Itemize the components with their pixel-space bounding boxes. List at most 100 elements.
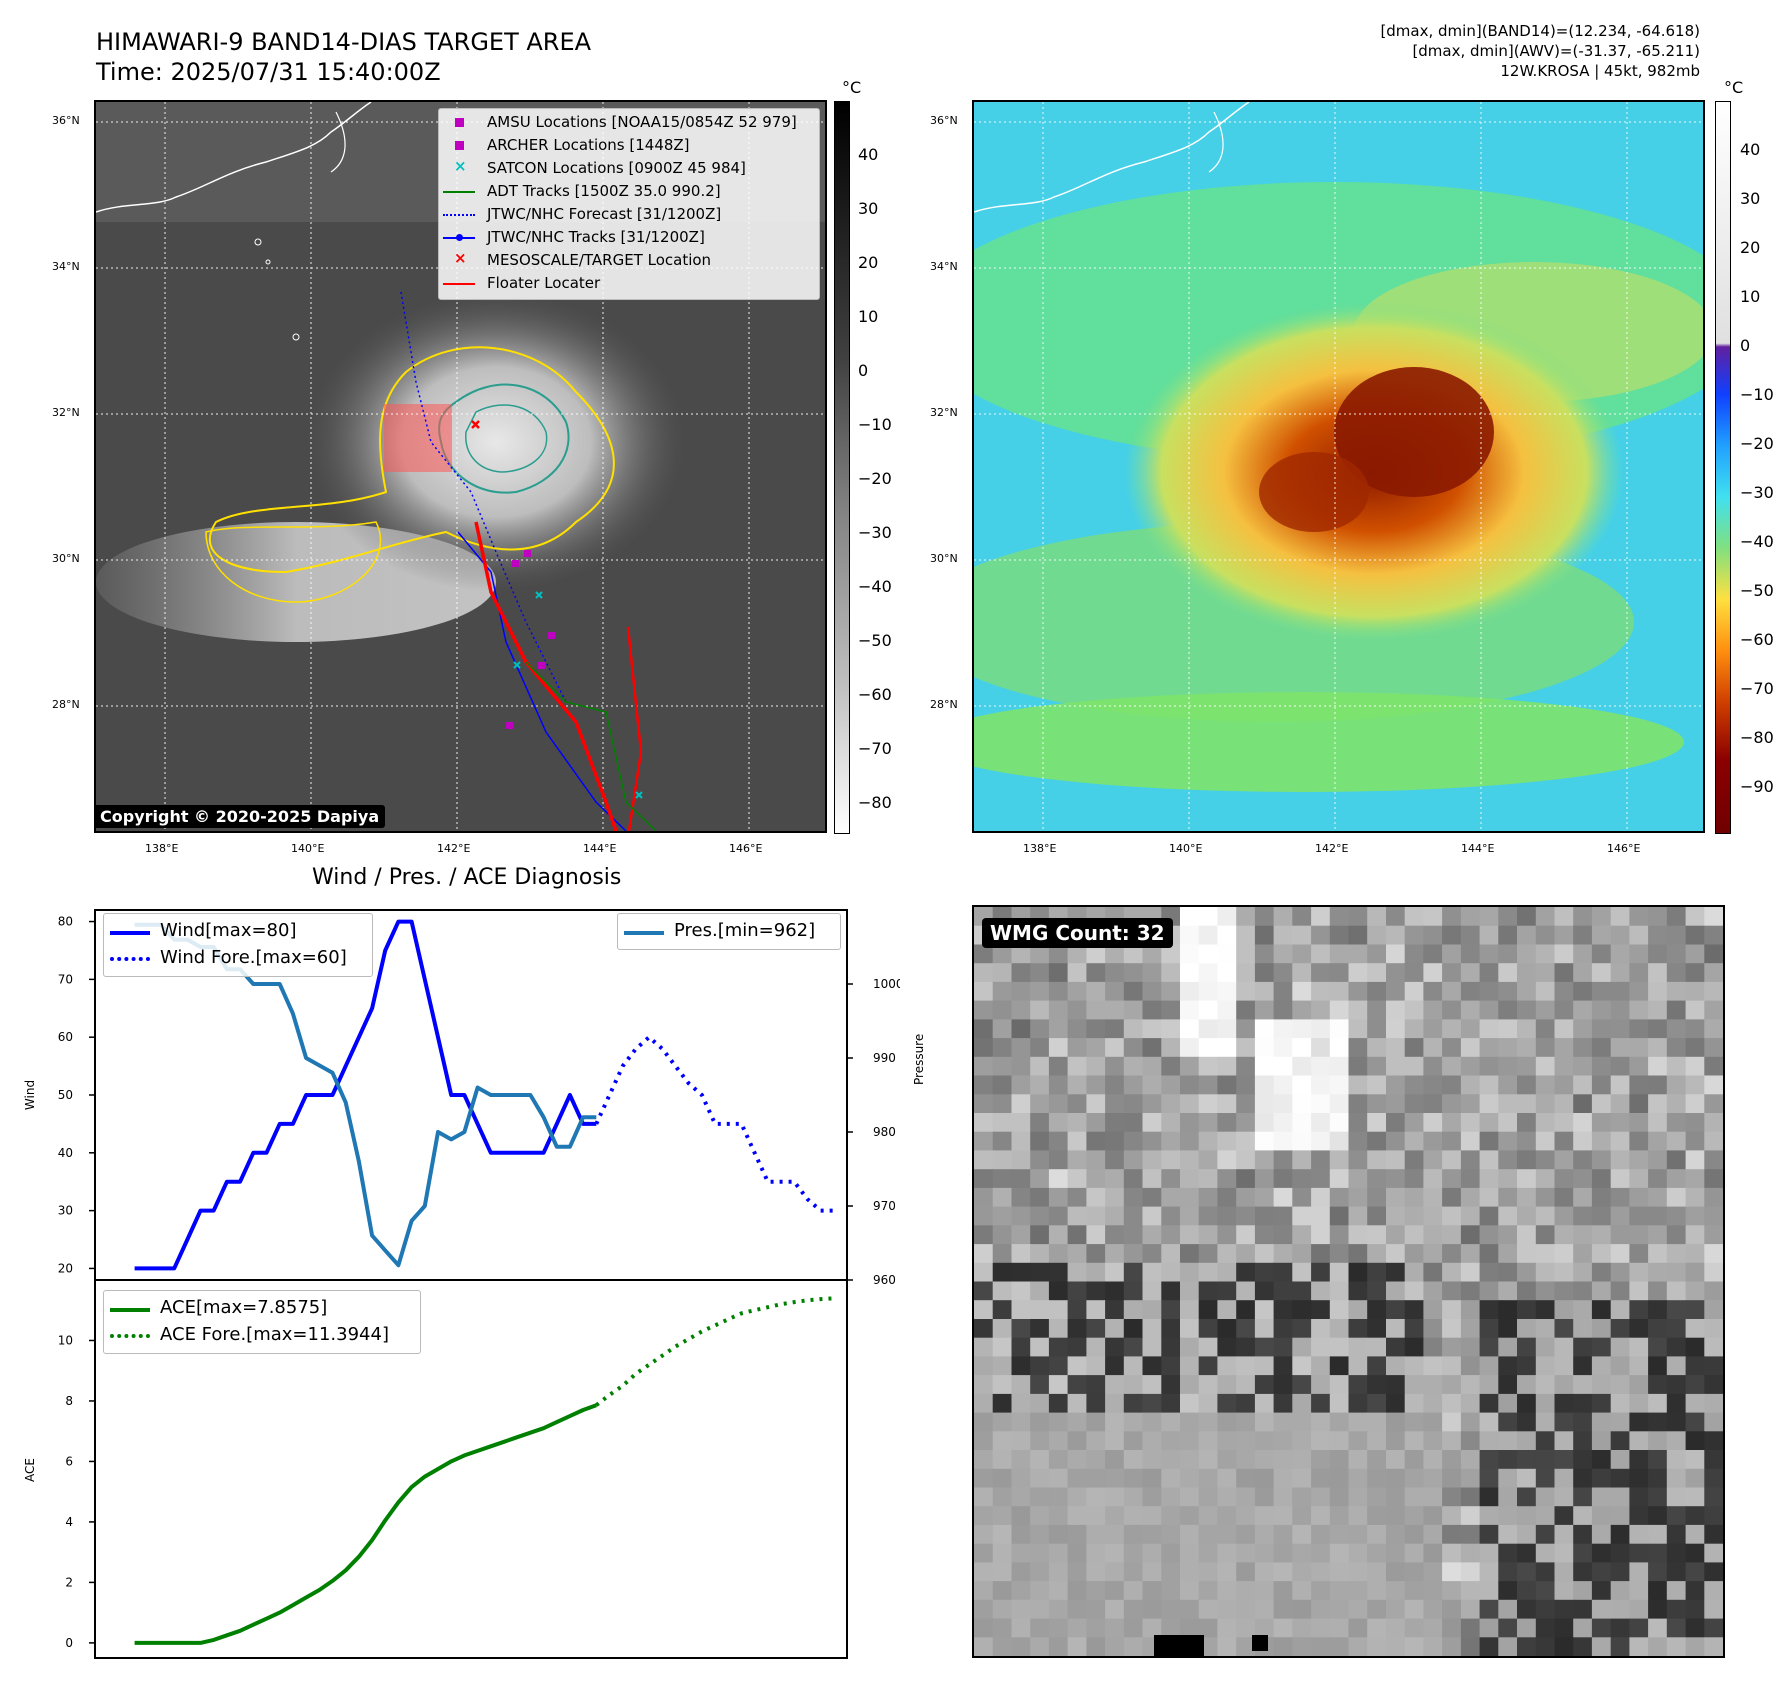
dotted-line-icon [443, 214, 475, 216]
ir-lat-tick: 36°N [52, 114, 80, 127]
ir-lat-tick: 34°N [52, 260, 80, 273]
ir-lat-tick: 30°N [52, 552, 80, 565]
wind-axis-tick-label: 20 [58, 1261, 73, 1275]
ir-lon-tick: 146°E [729, 842, 763, 855]
ir-colorbar-tick: 20 [858, 253, 879, 272]
ir-colorbar-tick: −50 [858, 631, 892, 650]
square-marker-icon [455, 141, 464, 150]
dotted-line-icon [110, 1334, 150, 1338]
wind-legend: Wind[max=80] Wind Fore.[max=60] [103, 913, 373, 977]
wind-axis-tick-label: 30 [58, 1204, 73, 1218]
awv-lat-tick: 32°N [930, 406, 958, 419]
legend-item-wind: Wind[max=80] [104, 920, 372, 946]
copyright-badge: Copyright © 2020-2025 Dapiya [94, 805, 386, 828]
ir-colorbar-tick: −80 [858, 793, 892, 812]
legend-item-floater: Floater Locater [439, 274, 819, 296]
awv-lat-tick: 28°N [930, 698, 958, 711]
square-marker-icon [455, 118, 464, 127]
figure-title: HIMAWARI-9 BAND14-DIAS TARGET AREA [96, 28, 592, 56]
awv-lon-tick: 144°E [1461, 842, 1495, 855]
awv-map-image [974, 102, 1703, 831]
awv-colorbar-tick: −40 [1740, 532, 1774, 551]
awv-colorbar-tick: 0 [1740, 336, 1751, 355]
ir-colorbar-tick: 10 [858, 307, 879, 326]
ir-colorbar-tick: −70 [858, 739, 892, 758]
x-marker-icon: × [454, 249, 467, 267]
awv-lon-tick: 140°E [1169, 842, 1203, 855]
pressure-axis-tick-label: 1000 [873, 977, 900, 991]
figure-time: Time: 2025/07/31 15:40:00Z [96, 58, 441, 86]
awv-colorbar-tick: 40 [1740, 140, 1761, 159]
awv-colorbar-tick: −80 [1740, 728, 1774, 747]
awv-gridlines [974, 102, 1703, 831]
ir-colorbar-tick: −30 [858, 523, 892, 542]
awv-lon-tick: 142°E [1315, 842, 1349, 855]
wind-axis-tick-label: 70 [58, 972, 73, 986]
ir-colorbar-tick: −40 [858, 577, 892, 596]
legend-item-pressure: Pres.[min=962] [618, 920, 840, 946]
wind-forecast-line [594, 1035, 834, 1213]
legend-item-mesoscale: × MESOSCALE/TARGET Location [454, 249, 712, 269]
pressure-legend: Pres.[min=962] [617, 913, 841, 950]
wind-axis-label: Wind [23, 1080, 37, 1110]
awv-colorbar-tick: 10 [1740, 287, 1761, 306]
ir-colorbar-tick: 0 [858, 361, 869, 380]
target-box [384, 404, 452, 472]
solid-line-icon [110, 1308, 150, 1312]
legend-item-jtwc-tracks: JTWC/NHC Tracks [31/1200Z] [439, 228, 819, 250]
ir-colorbar-tick: −60 [858, 685, 892, 704]
coastline [974, 102, 1250, 213]
ir-lon-tick: 140°E [291, 842, 325, 855]
ace-line [134, 1403, 597, 1645]
jtwc-forecast-track [400, 291, 567, 703]
ir-colorbar [834, 101, 850, 834]
ir-lon-tick: 142°E [437, 842, 471, 855]
ir-lon-tick: 144°E [583, 842, 617, 855]
band14-range-text: [dmax, dmin](BAND14)=(12.234, -64.618) [1380, 22, 1700, 40]
ace-axis-label: ACE [23, 1458, 37, 1482]
awv-lon-tick: 146°E [1607, 842, 1641, 855]
ace-axis-tick-label: 2 [65, 1575, 73, 1589]
awv-colorbar-tick: −20 [1740, 434, 1774, 453]
yellow-contour [209, 346, 615, 574]
awv-colorbar [1715, 101, 1731, 834]
ir-lat-tick: 32°N [52, 406, 80, 419]
awv-colorbar-tick: −10 [1740, 385, 1774, 404]
wind-axis-tick-label: 60 [58, 1030, 73, 1044]
ir-lon-tick: 138°E [145, 842, 179, 855]
pressure-axis-tick-label: 990 [873, 1051, 896, 1065]
legend-item-jtwc-forecast: JTWC/NHC Forecast [31/1200Z] [439, 205, 819, 227]
ir-lat-tick: 28°N [52, 698, 80, 711]
wind-axis-tick-label: 50 [58, 1088, 73, 1102]
diagnosis-chart-title: Wind / Pres. / ACE Diagnosis [312, 865, 622, 890]
ir-colorbar-tick: 40 [858, 145, 879, 164]
awv-colorbar-tick: 30 [1740, 189, 1761, 208]
legend-item-adt: ADT Tracks [1500Z 35.0 990.2] [439, 182, 819, 204]
dotted-line-icon [110, 957, 150, 961]
satcon-markers [513, 591, 643, 799]
awv-colorbar-tick: −70 [1740, 679, 1774, 698]
ace-legend: ACE[max=7.8575] ACE Fore.[max=11.3944] [103, 1290, 421, 1354]
ace-axis-tick-label: 0 [65, 1636, 73, 1650]
solid-line-icon [624, 931, 664, 935]
awv-lat-tick: 36°N [930, 114, 958, 127]
legend-item-ace-forecast: ACE Fore.[max=11.3944] [104, 1324, 420, 1350]
mesoscale-marker [471, 420, 480, 429]
awv-lat-tick: 30°N [930, 552, 958, 565]
awv-map-panel [972, 100, 1705, 833]
wmg-image [974, 907, 1723, 1656]
awv-range-text: [dmax, dmin](AWV)=(-31.37, -65.211) [1412, 42, 1700, 60]
legend-item-wind-forecast: Wind Fore.[max=60] [104, 947, 372, 973]
floater-locator-track [474, 521, 618, 831]
awv-colorbar-tick: −30 [1740, 483, 1774, 502]
pressure-axis-tick-label: 980 [873, 1125, 896, 1139]
legend-item-amsu: AMSU Locations [NOAA15/0854Z 52 979] [439, 113, 819, 135]
awv-colorbar-tick: −60 [1740, 630, 1774, 649]
storm-cloud-shield [306, 292, 686, 592]
ace-axis-tick-label: 6 [65, 1454, 73, 1468]
awv-colorbar-tick: −90 [1740, 777, 1774, 796]
ace-axis-tick-label: 4 [65, 1515, 73, 1529]
ir-colorbar-tick: −10 [858, 415, 892, 434]
solid-line-icon [110, 931, 150, 935]
wind-axis-tick-label: 40 [58, 1146, 73, 1160]
